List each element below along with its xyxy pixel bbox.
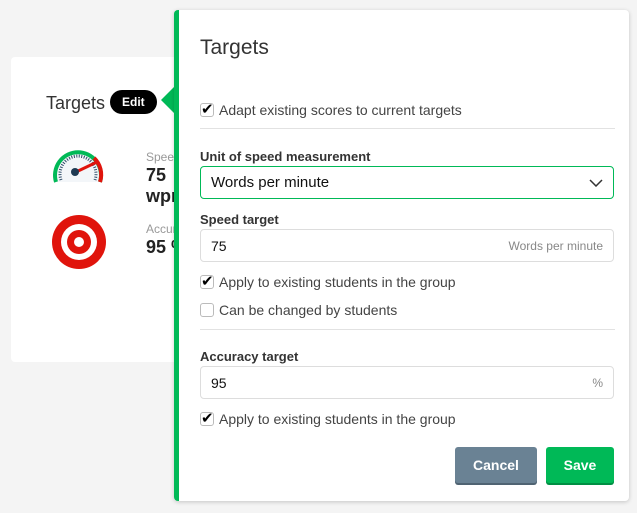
unit-select[interactable]: Words per minute [200, 166, 614, 199]
targets-popup: Targets Adapt existing scores to current… [174, 10, 629, 501]
popup-pointer [161, 87, 174, 113]
target-icon [52, 215, 106, 269]
accuracy-apply-label: Apply to existing students in the group [219, 411, 456, 427]
adapt-scores-checkbox[interactable]: Adapt existing scores to current targets [200, 100, 462, 118]
checkbox-checked-icon[interactable] [200, 100, 214, 118]
checkbox-checked-icon[interactable] [200, 409, 214, 427]
accuracy-target-input[interactable]: 95 % [200, 366, 614, 399]
speed-target-input[interactable]: 75 Words per minute [200, 229, 614, 262]
accuracy-unit: % [592, 375, 603, 390]
speed-label: Speed [146, 150, 181, 164]
card-title: Targets [46, 93, 106, 113]
popup-title: Targets [200, 36, 269, 59]
speed-apply-label: Apply to existing students in the group [219, 274, 456, 290]
speed-apply-checkbox[interactable]: Apply to existing students in the group [200, 272, 456, 290]
save-button[interactable]: Save [546, 447, 614, 483]
speed-unit: Words per minute [508, 238, 603, 253]
popup-content[interactable]: Adapt existing scores to current targets… [200, 95, 615, 427]
speedometer-icon [53, 150, 104, 183]
adapt-label: Adapt existing scores to current targets [219, 102, 462, 118]
divider [200, 128, 615, 129]
speed-change-checkbox[interactable]: Can be changed by students [200, 302, 397, 318]
unit-label: Unit of speed measurement [200, 149, 371, 164]
checkbox-checked-icon[interactable] [200, 272, 214, 290]
checkbox-unchecked-icon[interactable] [200, 303, 214, 317]
accuracy-apply-checkbox[interactable]: Apply to existing students in the group [200, 409, 456, 427]
unit-value: Words per minute [211, 174, 330, 191]
speed-target-value: 75 [211, 237, 227, 254]
cancel-button[interactable]: Cancel [455, 447, 537, 483]
accuracy-target-value: 95 [211, 374, 227, 391]
chevron-down-icon [589, 178, 603, 187]
speed-change-label: Can be changed by students [219, 302, 398, 318]
edit-button[interactable]: Edit [110, 90, 157, 114]
speed-target-label: Speed target [200, 212, 279, 227]
accuracy-target-label: Accuracy target [200, 349, 299, 364]
divider [200, 329, 615, 330]
